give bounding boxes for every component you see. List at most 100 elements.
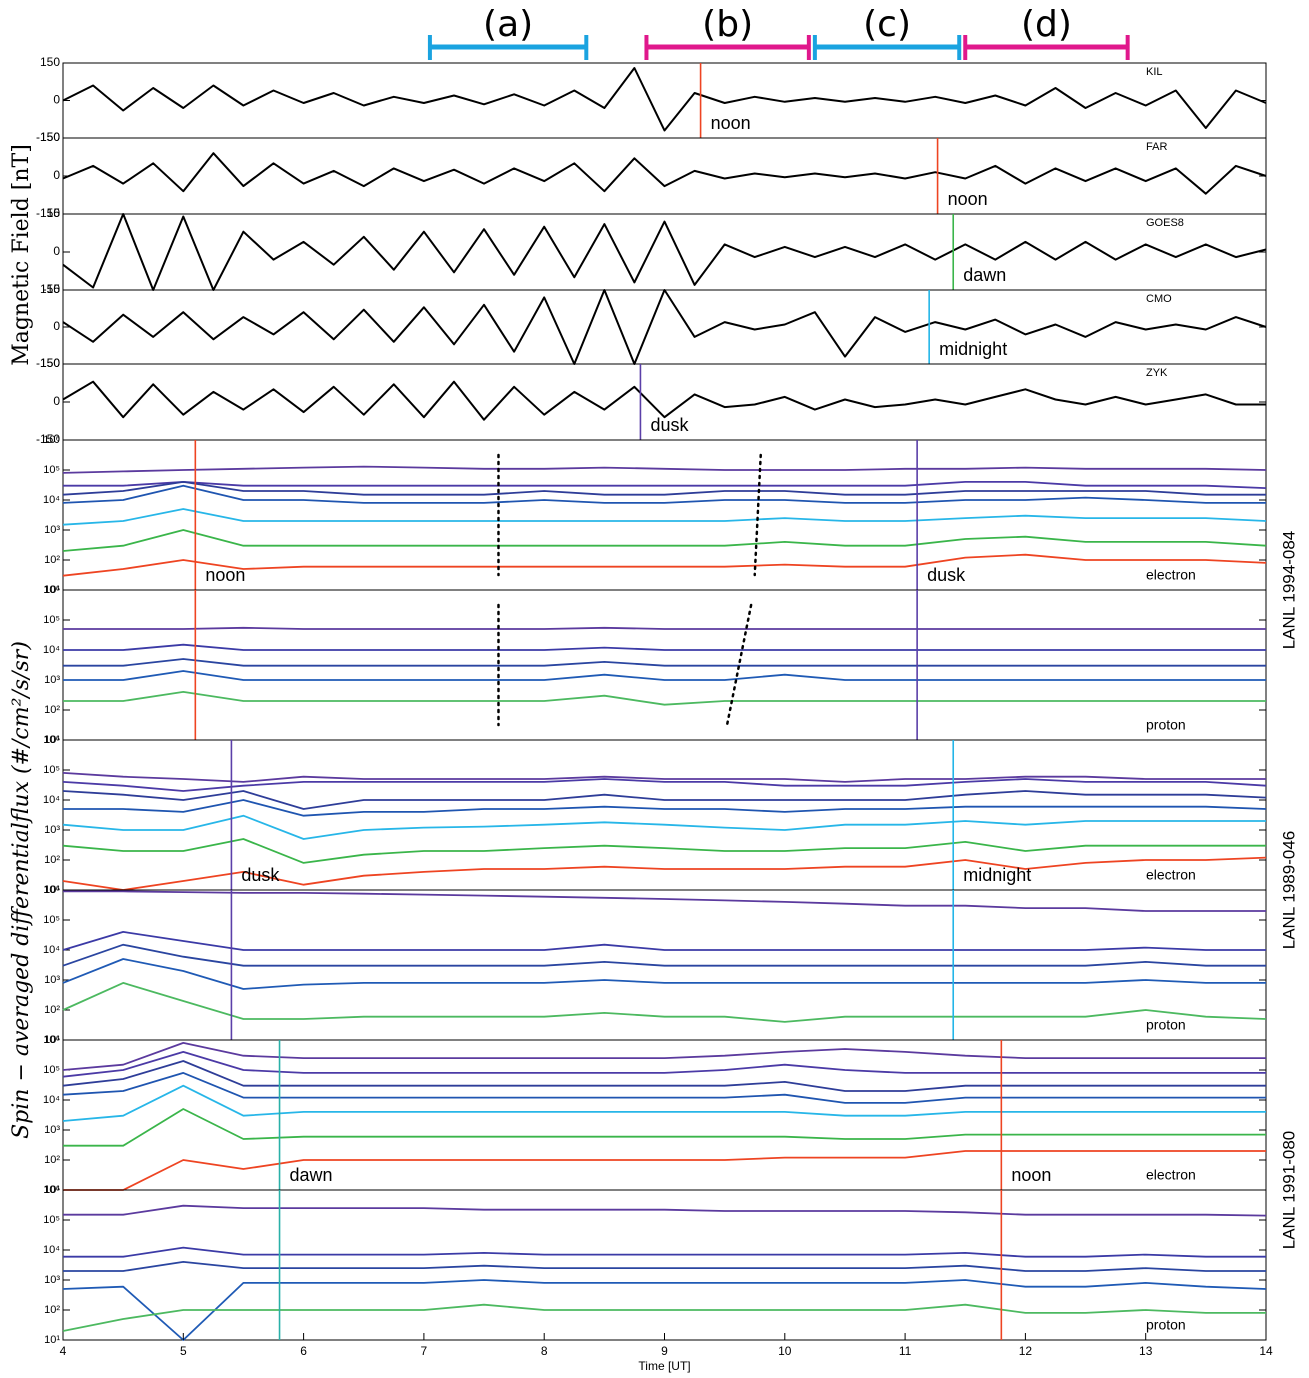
- series-line: [62, 484, 1266, 504]
- x-tick-label: 4: [60, 1344, 67, 1358]
- y-tick-label: 10²: [44, 854, 60, 866]
- series-line: [62, 931, 1266, 951]
- y-tick-label: 10²: [44, 1154, 60, 1166]
- y-tick-label: 10⁵: [43, 914, 60, 926]
- x-tick-label: 9: [661, 1344, 668, 1358]
- y-tick-label: 150: [40, 356, 60, 370]
- y-tick-label: 10¹: [44, 1334, 60, 1346]
- y-tick-label: 10³: [44, 824, 60, 836]
- series-line: [62, 465, 1267, 474]
- x-tick-label: 5: [180, 1344, 187, 1358]
- dotted-guide: [725, 603, 753, 727]
- series-line: [63, 1204, 1267, 1217]
- x-tick-label: 13: [1139, 1344, 1153, 1358]
- x-tick-label: 10: [778, 1344, 792, 1358]
- series-line: [63, 643, 1266, 651]
- panel-label: proton: [1146, 1317, 1186, 1333]
- group-label: LANL 1994-084: [1279, 531, 1298, 649]
- y-tick-label: 0: [53, 394, 60, 408]
- y-tick-label: 10³: [44, 1124, 60, 1136]
- station-label: CMO: [1146, 293, 1172, 305]
- x-axis-title: Time [UT]: [638, 1359, 690, 1373]
- series-line: [62, 1084, 1266, 1122]
- series-line: [62, 529, 1267, 552]
- x-tick-label: 12: [1019, 1344, 1033, 1358]
- y-tick-label: 10⁶: [43, 884, 60, 896]
- y-tick-label: 150: [40, 55, 60, 69]
- y-tick-label: 10⁴: [43, 794, 60, 806]
- panel-label: proton: [1146, 717, 1186, 733]
- marker-label: noon: [205, 565, 245, 585]
- y-axis-title: Magnetic Field [nT]: [9, 144, 34, 366]
- y-tick-label: 10⁴: [43, 1094, 60, 1106]
- marker-label: dusk: [241, 865, 280, 885]
- x-tick-label: 6: [300, 1344, 307, 1358]
- series-line: [62, 778, 1267, 792]
- interval-label: (a): [483, 4, 533, 45]
- marker-label: noon: [711, 113, 751, 133]
- series-line: [62, 1279, 1267, 1341]
- series-line: [62, 1072, 1266, 1104]
- series-line: [62, 1060, 1266, 1092]
- series-line: [62, 553, 1267, 577]
- marker-label: dawn: [290, 1165, 333, 1185]
- series-line: [62, 152, 1267, 195]
- y-tick-label: 0: [53, 319, 60, 333]
- marker-label: dusk: [927, 565, 966, 585]
- y-tick-label: 10²: [44, 1004, 60, 1016]
- x-tick-label: 14: [1259, 1344, 1273, 1358]
- y-tick-label: -150: [36, 356, 60, 370]
- y-tick-label: 10⁴: [43, 944, 60, 956]
- series-line: [63, 481, 1267, 489]
- series-line: [63, 670, 1266, 681]
- series-line: [62, 289, 1267, 365]
- series-line: [63, 1150, 1266, 1191]
- y-tick-label: 10⁵: [43, 464, 60, 476]
- series-line: [63, 691, 1266, 706]
- panel-label: electron: [1146, 1167, 1196, 1183]
- y-tick-label: 10¹: [44, 734, 60, 746]
- y-tick-label: 10⁵: [43, 764, 60, 776]
- series-line: [63, 626, 1266, 630]
- panel-frame: [62, 1189, 1267, 1341]
- y-tick-label: 150: [40, 130, 60, 144]
- y-tick-label: 10¹: [44, 584, 60, 596]
- x-tick-label: 8: [541, 1344, 548, 1358]
- panel-frame: [62, 137, 1267, 215]
- y-tick-label: 10⁵: [43, 1214, 60, 1226]
- y-tick-label: 10²: [44, 704, 60, 716]
- dotted-guide: [753, 453, 762, 577]
- panel-frame: [62, 213, 1267, 291]
- y-tick-label: 0: [53, 168, 60, 182]
- y-tick-label: 10⁶: [43, 1184, 60, 1196]
- panel-label: proton: [1146, 1017, 1186, 1033]
- series-line: [62, 1051, 1266, 1078]
- series-line: [62, 790, 1267, 810]
- y-tick-label: 10³: [44, 524, 60, 536]
- marker-label: midnight: [963, 865, 1031, 885]
- marker-label: noon: [1011, 1165, 1051, 1185]
- y-tick-label: 10⁴: [43, 1244, 60, 1256]
- y-tick-label: 10⁶: [43, 584, 60, 596]
- y-tick-label: 10²: [44, 1304, 60, 1316]
- y-tick-label: 10²: [44, 554, 60, 566]
- marker-label: noon: [948, 189, 988, 209]
- interval-label: (b): [702, 4, 753, 45]
- series-line: [63, 1108, 1266, 1147]
- panel-frame: [62, 289, 1267, 365]
- y-tick-label: 10⁶: [43, 734, 60, 746]
- series-line: [62, 481, 1266, 496]
- panel-label: electron: [1146, 867, 1196, 883]
- y-tick-label: 10³: [44, 674, 60, 686]
- marker-label: dawn: [963, 265, 1006, 285]
- series-line: [63, 890, 1266, 912]
- panel-frame: [62, 62, 1267, 139]
- station-label: FAR: [1146, 141, 1167, 153]
- series-line: [63, 1261, 1266, 1272]
- series-line: [62, 508, 1267, 526]
- marker-label: midnight: [939, 339, 1007, 359]
- series-line: [63, 658, 1266, 667]
- marker-label: dusk: [650, 415, 689, 435]
- station-label: KIL: [1146, 66, 1163, 78]
